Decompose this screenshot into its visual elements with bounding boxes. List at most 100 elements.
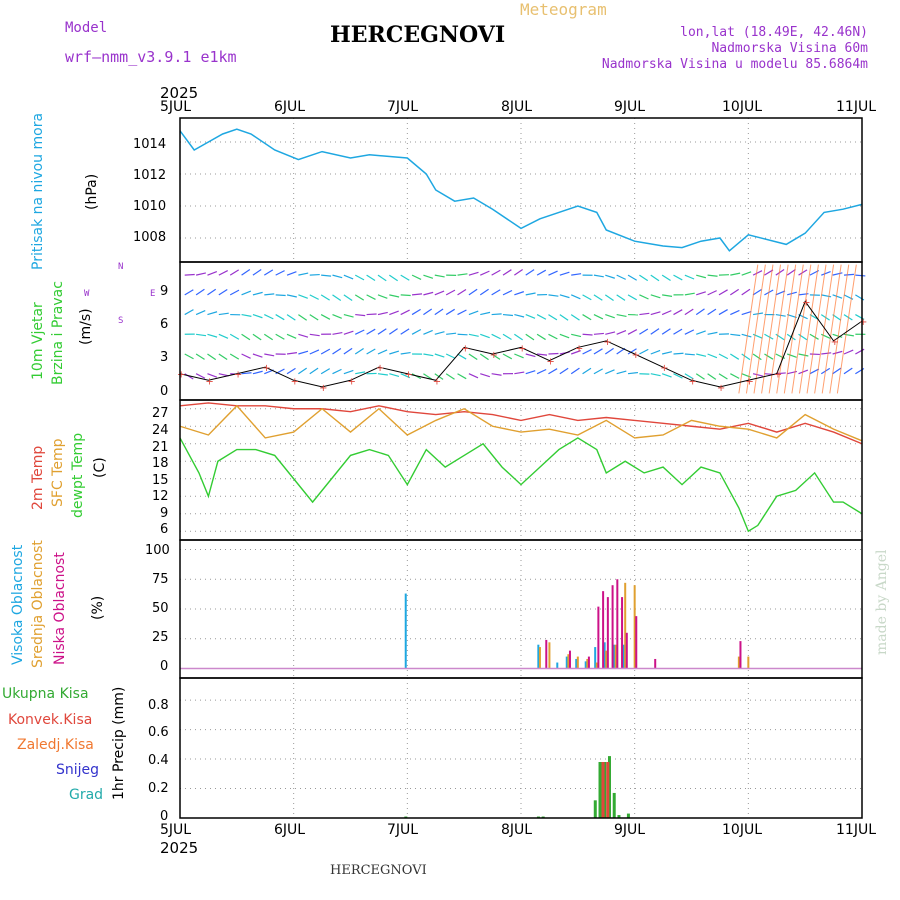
wind-arrow xyxy=(684,292,695,296)
wind-arrow xyxy=(548,333,558,340)
wind-hatch xyxy=(821,264,842,394)
x-tick-label: 5JUL xyxy=(160,822,192,838)
year-bottom: 2025 xyxy=(160,839,199,857)
wind-gust-mark: + xyxy=(177,370,185,381)
wind-arrow xyxy=(673,373,683,379)
wind-arrow xyxy=(195,272,206,276)
wind-gust-mark: + xyxy=(205,376,213,387)
dewpt-temp-line xyxy=(179,437,863,533)
wind-arrow xyxy=(400,351,411,355)
wind-arrow xyxy=(673,328,683,335)
wind-arrow xyxy=(502,353,513,360)
cloud-bar xyxy=(565,656,568,669)
legend-hail: Grad xyxy=(69,787,104,803)
wind-arrow xyxy=(400,328,410,335)
wind-arrow xyxy=(207,333,218,338)
wind-arrow xyxy=(502,289,513,296)
wind-arrow xyxy=(480,311,491,316)
wind-gust-mark: + xyxy=(433,376,441,387)
wind-arrow xyxy=(696,274,707,279)
wind-hatch xyxy=(791,264,812,394)
wind-gust-mark: + xyxy=(745,376,753,387)
wind-arrow xyxy=(752,270,763,276)
wind-arrow xyxy=(275,294,286,297)
cloud-bar xyxy=(595,662,598,669)
wind-arrow xyxy=(684,373,694,380)
wind-arrow xyxy=(673,309,683,316)
wind-arrow xyxy=(423,308,433,316)
wind-arrow xyxy=(514,371,525,375)
wind-arrow xyxy=(366,328,376,335)
wind-arrow xyxy=(582,367,592,375)
precip-bar xyxy=(598,762,602,818)
wind-arrow xyxy=(730,353,740,360)
wind-arrow xyxy=(491,353,501,360)
model-label: Model xyxy=(65,20,108,36)
wind-arrow xyxy=(707,353,718,359)
cloud-bar xyxy=(567,654,570,669)
y-tick-label: 21 xyxy=(152,440,169,455)
y-tick-label: 18 xyxy=(152,456,169,471)
wind-arrow xyxy=(229,353,240,360)
wind-arrow xyxy=(457,288,467,296)
precip-bar xyxy=(603,762,607,818)
wind-arrow xyxy=(491,289,501,296)
wind-arrow xyxy=(548,270,558,276)
wind-arrow xyxy=(502,313,514,317)
wind-hatch xyxy=(768,264,789,394)
wind-arrow xyxy=(832,272,843,276)
wind-arrow xyxy=(366,348,376,355)
wind-arrow xyxy=(639,294,649,300)
wind-arrow xyxy=(559,314,569,321)
meteogram-label: Meteogram xyxy=(520,0,607,19)
x-tick-label: 10JUL xyxy=(722,822,762,838)
wind-arrow xyxy=(673,352,684,355)
cloud-bar xyxy=(614,644,617,669)
wind-arrow xyxy=(343,274,354,280)
wind-arrow xyxy=(707,331,718,335)
y-tick-label: 15 xyxy=(152,473,169,488)
y-tick-label: 9 xyxy=(160,284,169,299)
wind-arrow xyxy=(616,370,627,375)
wind-arrow xyxy=(411,328,422,335)
wind-gust-mark: + xyxy=(632,350,640,361)
y-tick-label: 27 xyxy=(152,406,169,421)
wind-arrow xyxy=(787,291,797,296)
cloud-bar xyxy=(621,597,624,669)
cloud-bar xyxy=(576,656,579,669)
wind-arrow xyxy=(775,333,785,341)
wind-arrow xyxy=(661,351,673,355)
y-tick-label: 0.6 xyxy=(148,725,169,740)
wind-arrow xyxy=(332,348,342,355)
wind-arrow xyxy=(798,269,808,276)
lonlat-text: lon,lat (18.49E, 42.46N) xyxy=(680,25,868,40)
wind-arrow xyxy=(298,272,309,276)
wind-arrow xyxy=(434,331,445,335)
wind-arrow xyxy=(616,274,626,280)
wind-arrow xyxy=(832,350,843,355)
cloud-bar xyxy=(635,616,638,669)
wind-arrow xyxy=(412,293,423,296)
wind-arrow xyxy=(536,333,546,341)
wind-arrow xyxy=(775,290,786,296)
cloud-bar xyxy=(594,647,597,669)
wind-arrow xyxy=(855,274,866,277)
wind-arrow xyxy=(468,288,478,296)
wind-arrow xyxy=(650,373,661,377)
precip-bar xyxy=(612,792,616,818)
wind-arrow xyxy=(264,293,275,296)
y-tick-label: 75 xyxy=(152,572,169,587)
wind-arrow xyxy=(229,289,240,296)
y-tick-label: 0 xyxy=(160,809,169,824)
wind-arrow xyxy=(741,288,751,296)
cloud-bar xyxy=(605,650,608,669)
wind-arrow xyxy=(275,314,285,321)
wind-compass: N W E S xyxy=(84,262,156,326)
x-tick-label: 6JUL xyxy=(274,822,306,838)
wind-arrow xyxy=(809,368,820,375)
wind-gust-mark: + xyxy=(518,343,526,354)
wind-arrow xyxy=(218,333,229,339)
wind-arrow xyxy=(593,294,603,301)
y-tick-label: 1012 xyxy=(133,168,167,183)
wind-arrow xyxy=(639,348,649,355)
